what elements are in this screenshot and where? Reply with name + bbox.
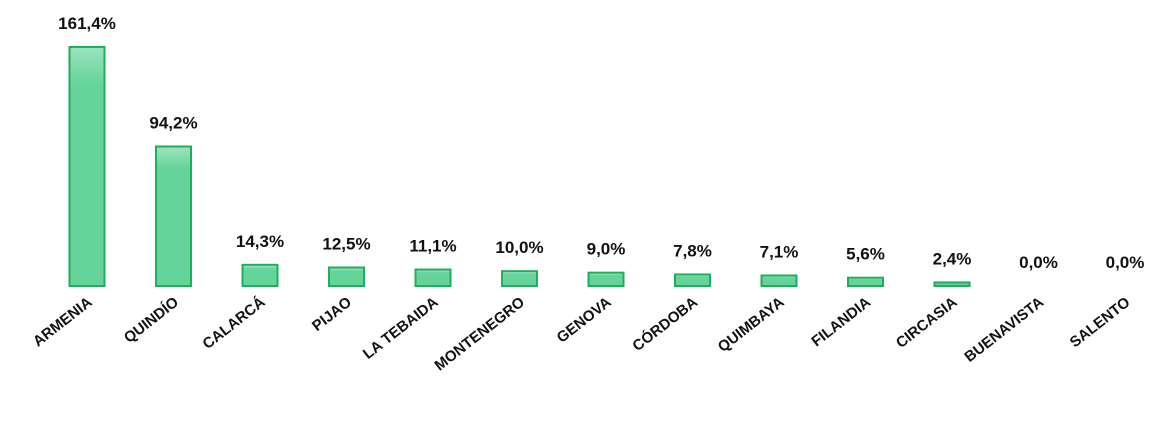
bar-shine <box>503 272 536 285</box>
category-label: SALENTO <box>1067 294 1134 352</box>
category-label: GENOVA <box>554 294 615 347</box>
category-label: ARMENIA <box>30 294 96 351</box>
category-label: LA TEBAIDA <box>360 294 442 363</box>
bar-shine <box>157 147 190 285</box>
category-label: FILANDIA <box>808 294 874 351</box>
value-label: 94,2% <box>149 114 197 133</box>
bar-shine <box>676 275 709 285</box>
category-label: CALARCÁ <box>200 294 269 353</box>
category-label: MONTENEGRO <box>431 294 528 375</box>
value-label: 0,0% <box>1106 253 1145 272</box>
value-label: 7,1% <box>760 242 799 261</box>
bar-shine <box>70 48 104 285</box>
bar-shine <box>762 276 796 285</box>
value-label: 5,6% <box>846 245 885 264</box>
value-label: 10,0% <box>495 238 543 257</box>
bar-shine <box>330 268 363 285</box>
value-label: 7,8% <box>673 241 712 260</box>
value-label: 0,0% <box>1019 253 1058 272</box>
bar-shine <box>243 265 277 285</box>
bar-shine <box>416 270 450 285</box>
category-label: QUIMBAYA <box>715 294 788 356</box>
value-label: 11,1% <box>409 237 456 256</box>
value-label: 2,4% <box>933 249 972 268</box>
bar <box>933 281 971 288</box>
category-label: PIJAO <box>309 294 355 335</box>
bar-shine <box>849 278 882 285</box>
value-label: 9,0% <box>587 240 626 259</box>
value-label: 14,3% <box>236 232 284 251</box>
bar-shine <box>589 273 623 285</box>
value-label: 12,5% <box>322 234 370 253</box>
category-label: CIRCASIA <box>893 294 961 352</box>
value-label: 161,4% <box>58 14 116 33</box>
category-label: BUENAVISTA <box>961 294 1047 366</box>
category-label: QUINDÍO <box>121 294 182 347</box>
category-label: CÓRDOBA <box>629 293 701 355</box>
